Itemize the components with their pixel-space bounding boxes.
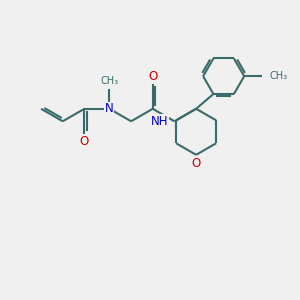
Text: O: O [80, 135, 89, 148]
Text: NH: NH [151, 115, 168, 128]
Text: CH₃: CH₃ [100, 76, 118, 85]
Text: O: O [148, 70, 158, 83]
Text: O: O [191, 157, 201, 169]
Text: CH₃: CH₃ [270, 71, 288, 81]
Text: N: N [105, 102, 114, 115]
